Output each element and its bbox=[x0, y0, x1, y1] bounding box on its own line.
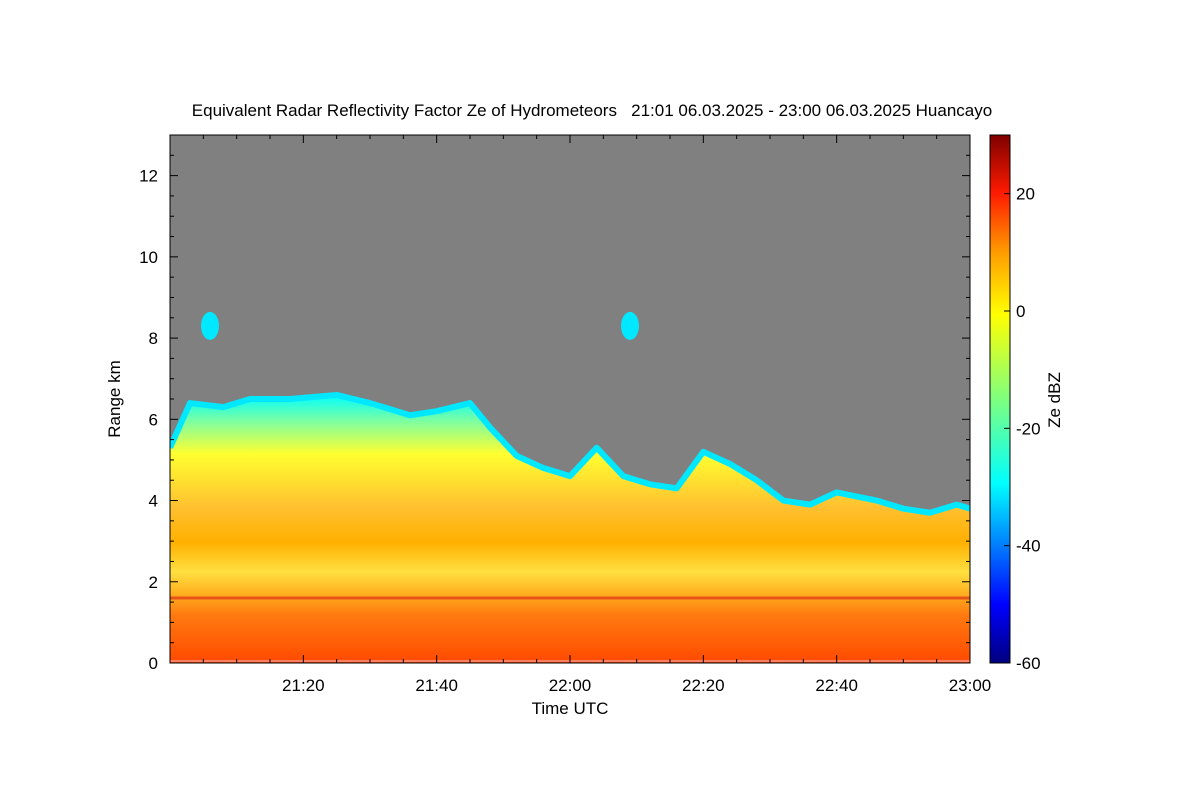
colorbar-tick-label: 20 bbox=[1016, 185, 1035, 204]
x-axis: 21:20 21:40 22:00 22:20 22:40 23:00 bbox=[202, 135, 992, 695]
colorbar-scale bbox=[989, 134, 1011, 664]
colorbar-label: Ze dBZ bbox=[1045, 372, 1064, 428]
colorbar-tick-label: 0 bbox=[1016, 302, 1025, 321]
colorbar-tick-label: -20 bbox=[1016, 419, 1041, 438]
x-tick-label: 22:40 bbox=[815, 676, 858, 695]
y-tick-label: 0 bbox=[149, 654, 158, 673]
x-tick-label: 22:00 bbox=[549, 676, 592, 695]
y-axis-label: Range km bbox=[105, 360, 124, 437]
plot-area bbox=[170, 135, 970, 663]
y-axis: 0 2 4 6 8 10 12 bbox=[139, 134, 970, 673]
y-tick-label: 8 bbox=[149, 329, 158, 348]
echo-patch bbox=[201, 311, 219, 340]
colorbar-tick-label: -60 bbox=[1016, 654, 1041, 673]
colorbar-tick-label: -40 bbox=[1016, 537, 1041, 556]
y-tick-label: 2 bbox=[149, 573, 158, 592]
x-tick-label: 22:20 bbox=[682, 676, 725, 695]
x-tick-label: 21:20 bbox=[282, 676, 325, 695]
colorbar: 20 0 -20 -40 -60 Ze dBZ bbox=[989, 134, 1064, 673]
y-tick-label: 12 bbox=[139, 167, 158, 186]
y-tick-label: 10 bbox=[139, 248, 158, 267]
echo-patches bbox=[201, 311, 639, 340]
colorbar-ticks: 20 0 -20 -40 -60 bbox=[1004, 185, 1041, 673]
echo-patch bbox=[621, 311, 639, 340]
chart-title: Equivalent Radar Reflectivity Factor Ze … bbox=[192, 101, 992, 120]
echo-region bbox=[170, 394, 970, 663]
x-tick-label: 21:40 bbox=[415, 676, 458, 695]
y-tick-label: 4 bbox=[149, 492, 158, 511]
y-tick-label: 6 bbox=[149, 410, 158, 429]
x-axis-label: Time UTC bbox=[532, 699, 609, 718]
x-tick-label: 23:00 bbox=[949, 676, 992, 695]
echo-top-edge bbox=[170, 391, 970, 516]
